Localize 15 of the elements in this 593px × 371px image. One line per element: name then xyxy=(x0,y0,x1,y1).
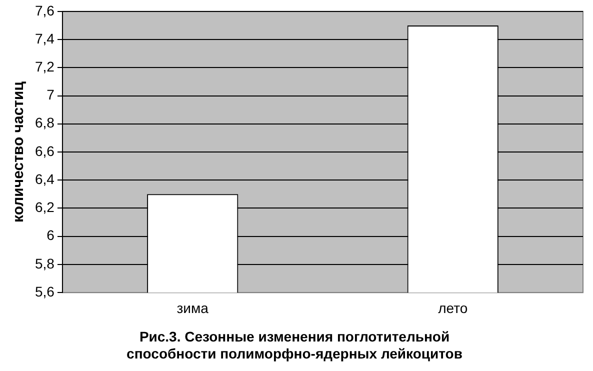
y-tick-label: 5,8 xyxy=(34,255,55,272)
y-tick-label: 5,6 xyxy=(34,283,55,300)
y-tick-label: 6 xyxy=(46,227,55,244)
y-tick-label: 6,4 xyxy=(34,170,55,187)
y-tick-label: 6,6 xyxy=(34,142,55,159)
y-axis-title: количество частиц xyxy=(10,80,28,222)
x-tick-label: зима xyxy=(176,300,209,316)
y-tick-label: 7,4 xyxy=(34,30,55,46)
text: Рис.3. Сезонные изменения поглотительной способности полиморфно-ядерных лейкоцитов xyxy=(126,328,463,362)
x-tick-label: лето xyxy=(438,300,468,316)
y-tick-label: 7 xyxy=(46,86,55,103)
y-tick-label: 7,2 xyxy=(34,58,55,74)
y-tick-label: 7,6 xyxy=(34,2,55,18)
y-tick-label: 6,2 xyxy=(34,199,55,216)
y-tick-label: 6,8 xyxy=(34,114,55,131)
